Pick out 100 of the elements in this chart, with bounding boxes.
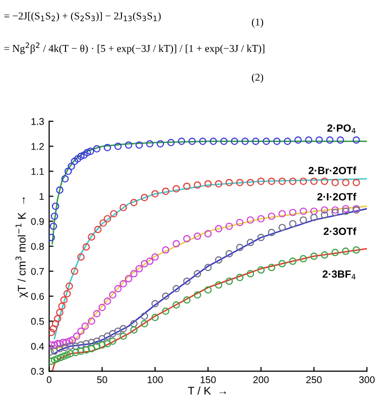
point [93,338,100,345]
point [236,244,244,252]
point [352,136,360,144]
y-tick-label: 0.5 [31,318,44,325]
point [80,151,88,159]
point [331,206,339,214]
point [326,136,334,144]
x-tick-label: 300 [359,376,375,384]
point [50,356,58,364]
point [98,341,106,349]
point [151,253,159,261]
point [214,256,222,264]
point [146,258,154,265]
point [56,186,64,194]
text: = Ng$^{2}$β$^{2}$ / 4k(T − θ) · [5 + exp(−3J / kT)] / [1 + exp(−3J / kT)] [4,42,264,54]
point [52,320,60,328]
point [241,138,249,145]
point [342,205,350,212]
point [58,302,66,310]
point [246,178,254,186]
point [310,208,318,215]
y-axis-title: χT / cm$^{3}$ mol$^{−1}$ K → [16,197,28,298]
y-tick-label: 1.3 [32,118,44,125]
point [194,291,202,299]
point [320,211,328,219]
point [289,178,296,185]
point [68,162,76,170]
point [77,253,85,261]
point [72,348,80,356]
x-tick-label: 50 [97,376,108,384]
point [278,224,286,232]
series-label: 2·I·2OTf [317,192,356,200]
point [120,204,127,212]
point [94,226,102,234]
series-label: 2·PO$_{4}$ [327,124,356,134]
point [204,264,212,272]
x-tick-label: 150 [200,376,216,384]
point [214,225,222,232]
point [331,178,339,186]
x-tick-label: 250 [306,376,322,384]
point [252,138,260,145]
point [257,234,265,242]
point [77,341,85,349]
point [109,291,116,299]
point [236,178,244,186]
point [162,292,170,300]
point [210,138,217,145]
point [70,158,78,165]
point [130,198,138,206]
point [226,250,233,258]
y-tick-label: 0.9 [31,218,44,225]
point [284,138,292,145]
point [236,274,244,282]
point [114,328,122,335]
point [352,178,360,186]
x-tick-label: 200 [253,376,269,384]
point [98,304,106,312]
point [246,270,254,278]
point [257,215,265,222]
point [310,252,318,260]
point [124,275,132,282]
point [156,140,164,148]
point [226,222,233,230]
point [88,318,96,325]
point [120,325,127,332]
point [81,322,89,330]
point [278,178,286,185]
point [88,233,96,241]
point [84,148,91,156]
series-label: 2·Br·2OTf [308,166,356,174]
point [66,342,74,350]
point [300,178,308,185]
y-tick-label: 1.2 [32,143,44,150]
point [93,145,100,152]
point [342,248,350,255]
text: (2) [252,73,264,83]
x-tick-label: 100 [148,376,163,384]
point [167,138,175,146]
x-axis-title: T / K → [188,386,226,395]
point [236,218,244,226]
point [278,210,286,218]
point [194,181,202,189]
text: (1) [252,18,264,28]
point [66,282,73,290]
point [60,296,68,304]
point [188,138,196,145]
point [88,344,96,352]
y-tick-label: 0.3 [31,368,44,375]
point [226,278,233,285]
point [172,301,180,309]
point [204,286,212,294]
point [257,178,265,185]
point [120,332,127,340]
point [140,312,148,320]
point [300,208,308,215]
point [66,350,74,358]
point [268,228,276,236]
point [57,354,64,362]
point [289,208,296,216]
point [64,168,72,175]
